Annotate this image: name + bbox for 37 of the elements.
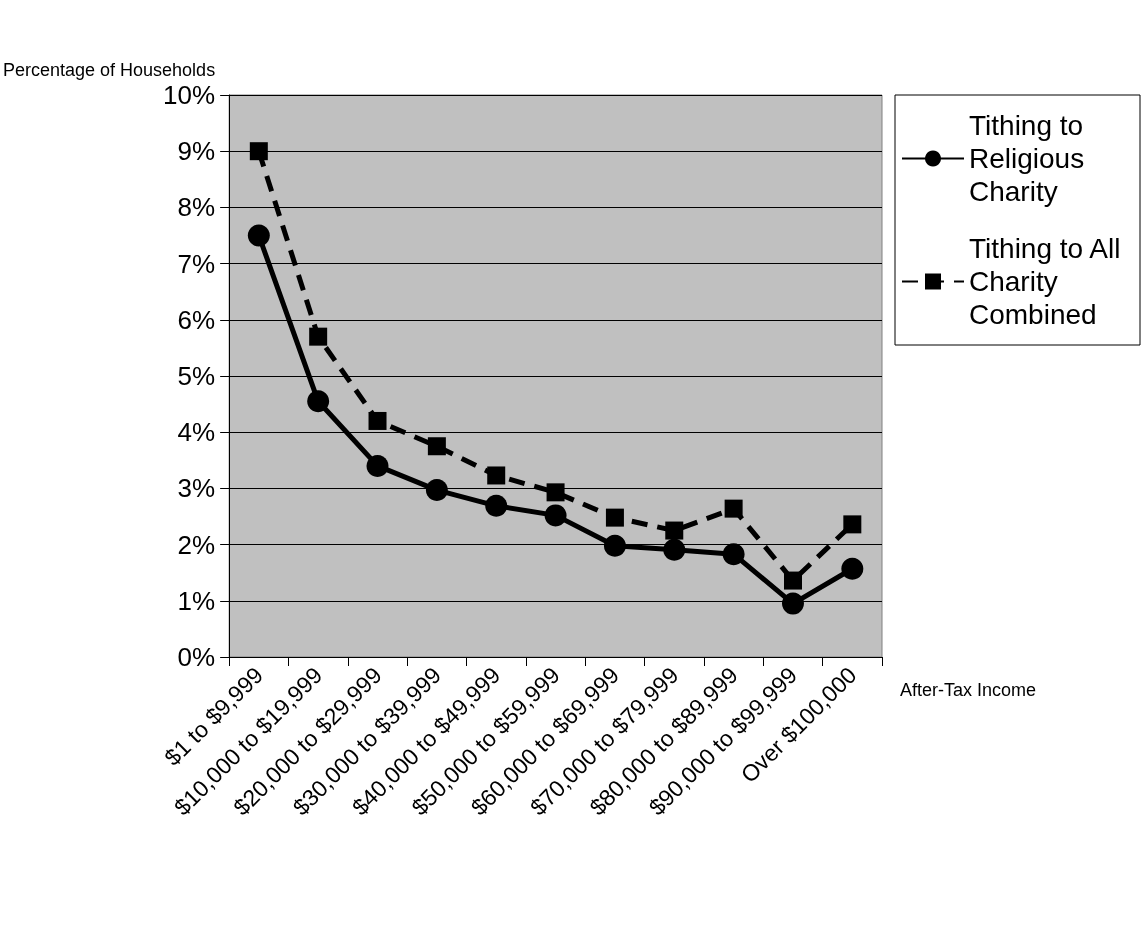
y-tick-label: 1% xyxy=(177,585,216,616)
point xyxy=(665,521,684,540)
y-tick-label: 7% xyxy=(177,248,216,279)
point xyxy=(544,504,567,527)
legend-label: Tithing to All Charity Combined xyxy=(969,233,1129,330)
point xyxy=(307,390,330,413)
point xyxy=(841,557,864,580)
point xyxy=(249,142,268,161)
y-tick-label: 0% xyxy=(177,642,216,672)
point xyxy=(546,483,565,502)
point xyxy=(605,508,624,527)
y-tick-label: 6% xyxy=(177,304,216,335)
y-tick-label: 2% xyxy=(177,529,216,560)
point xyxy=(603,534,626,557)
point xyxy=(427,437,446,456)
point xyxy=(724,499,743,518)
y-tick-label: 4% xyxy=(177,417,216,448)
x-axis-title: After-Tax Income xyxy=(900,680,1037,700)
point xyxy=(843,515,862,534)
point xyxy=(783,571,802,590)
point xyxy=(487,466,506,485)
point xyxy=(366,454,389,477)
point xyxy=(485,494,508,517)
point xyxy=(247,224,270,247)
point xyxy=(782,592,804,615)
legend-label: Tithing to Religious Charity xyxy=(969,110,1092,207)
y-tick-label: 10% xyxy=(163,80,216,110)
point xyxy=(722,543,745,566)
y-tick-label: 9% xyxy=(177,136,216,167)
point xyxy=(368,411,387,430)
point xyxy=(309,327,328,346)
point xyxy=(425,479,448,502)
y-tick-label: 8% xyxy=(177,192,216,223)
y-tick-label: 3% xyxy=(177,473,216,504)
y-axis-title: Percentage of Households xyxy=(2,60,216,80)
point xyxy=(663,538,686,561)
y-tick-label: 5% xyxy=(177,361,216,391)
